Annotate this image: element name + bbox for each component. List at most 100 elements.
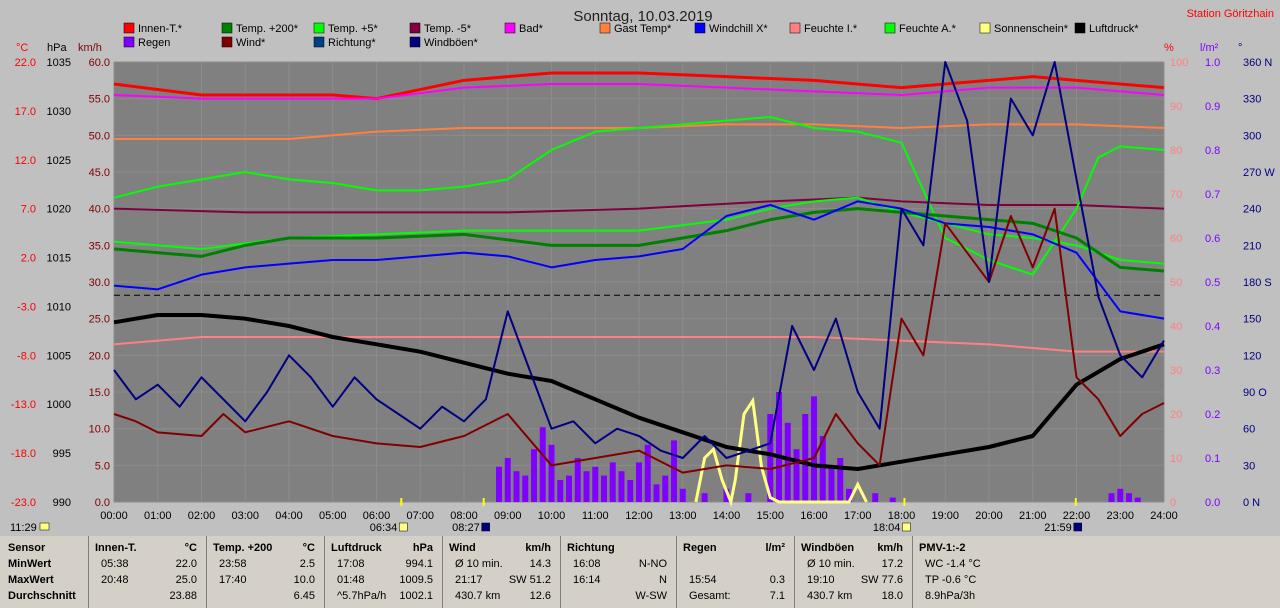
rain-tick-label: 0.5 bbox=[1205, 277, 1220, 289]
legend-swatch bbox=[409, 22, 421, 34]
stats-cell-value: 23.88 bbox=[169, 590, 197, 602]
humidity-unit-label: % bbox=[1164, 42, 1174, 54]
x-tick-label: 21:00 bbox=[1019, 510, 1047, 522]
stats-cell-value: SW 51.2 bbox=[508, 574, 551, 586]
series-line-temp-5 bbox=[113, 196, 1165, 214]
rain-bar bbox=[819, 436, 826, 502]
stats-cell-label: 430.7 km bbox=[455, 590, 501, 602]
x-tick-label: 20:00 bbox=[975, 510, 1003, 522]
stats-cell-value: 10.0 bbox=[293, 574, 315, 586]
humidity-tick-label: 10 bbox=[1170, 453, 1182, 465]
rain-bar bbox=[679, 488, 686, 502]
legend-label: Temp. +5* bbox=[328, 23, 379, 35]
rain-bar bbox=[636, 462, 642, 502]
x-tick-label: 22:00 bbox=[1063, 510, 1091, 522]
legend-label: Feuchte A.* bbox=[899, 23, 957, 35]
speed-tick-label: 15.0 bbox=[89, 387, 110, 399]
pressure-tick-label: 1020 bbox=[47, 204, 71, 216]
direction-tick-label: 210 bbox=[1243, 240, 1261, 252]
stats-cell-label: 430.7 km bbox=[807, 590, 853, 602]
rain-tick-label: 0.0 bbox=[1205, 497, 1220, 509]
station-name: Station Göritzhain bbox=[1187, 8, 1274, 20]
x-tick-label: 06:00 bbox=[363, 510, 391, 522]
humidity-tick-label: 0 bbox=[1170, 497, 1176, 509]
temp-unit-label: °C bbox=[16, 42, 28, 54]
legend-swatch bbox=[789, 22, 801, 34]
series-line-temp-200 bbox=[113, 207, 1165, 273]
rain-bar bbox=[784, 422, 791, 502]
x-tick-label: 02:00 bbox=[188, 510, 216, 522]
rain-bar bbox=[504, 458, 511, 502]
speed-tick-label: 55.0 bbox=[89, 94, 110, 106]
x-tick-label: 19:00 bbox=[931, 510, 959, 522]
rain-bar bbox=[531, 449, 537, 502]
rain-bar bbox=[745, 493, 752, 502]
stats-cell-label: 16:08 bbox=[573, 558, 601, 570]
rain-tick-label: 1.0 bbox=[1205, 57, 1220, 69]
chart-title: Sonntag, 10.03.2019 bbox=[573, 8, 712, 25]
temp-tick-label: 7.0 bbox=[21, 204, 36, 216]
pressure-tick-label: 990 bbox=[53, 497, 71, 509]
rain-bar bbox=[1134, 497, 1141, 502]
moonset-label: 21:59 bbox=[1044, 522, 1072, 534]
stats-cell-value: 17.2 bbox=[881, 558, 903, 570]
moonrise-icon bbox=[481, 522, 490, 532]
stats-column: Innen-T. °C 05:38 22.0 20:48 25.0 23.88 bbox=[88, 536, 207, 608]
row-label: MinWert bbox=[8, 558, 52, 570]
speed-tick-label: 5.0 bbox=[95, 460, 110, 472]
stats-column-title: Innen-T. bbox=[95, 542, 137, 554]
rain-tick-label: 0.4 bbox=[1205, 321, 1220, 333]
humidity-tick-label: 50 bbox=[1170, 277, 1182, 289]
temp-tick-label: 22.0 bbox=[15, 57, 36, 69]
rain-bar bbox=[592, 466, 599, 502]
rain-bar bbox=[802, 414, 809, 502]
stats-column-title: Luftdruck bbox=[331, 542, 382, 554]
stats-cell-value: 22.0 bbox=[175, 558, 197, 570]
stats-cell-label: 05:38 bbox=[101, 558, 129, 570]
direction-tick-label: 0 N bbox=[1243, 497, 1260, 509]
stats-cell-label: 01:48 bbox=[337, 574, 365, 586]
rain-bar bbox=[767, 414, 774, 502]
stats-column-unit: l/m² bbox=[765, 542, 785, 554]
stats-column-unit: hPa bbox=[412, 542, 433, 554]
series-line-windchill-x bbox=[113, 200, 1165, 320]
legend-swatch bbox=[123, 22, 135, 34]
legend-swatch bbox=[313, 36, 325, 48]
legend-label: Windböen* bbox=[424, 37, 479, 49]
legend-swatch bbox=[1074, 22, 1086, 34]
stats-cell-value: N-NO bbox=[638, 558, 667, 570]
rain-bar bbox=[513, 471, 520, 502]
legend-label: Feuchte I.* bbox=[804, 23, 858, 35]
direction-tick-label: 30 bbox=[1243, 460, 1255, 472]
stats-column-unit: °C bbox=[184, 542, 197, 554]
rain-bar bbox=[1108, 493, 1115, 502]
direction-tick-label: 150 bbox=[1243, 314, 1261, 326]
legend-label: Regen bbox=[138, 37, 170, 49]
x-tick-label: 05:00 bbox=[319, 510, 347, 522]
rain-bar bbox=[627, 480, 634, 502]
direction-tick-label: 360 N bbox=[1243, 57, 1272, 69]
direction-tick-label: 60 bbox=[1243, 424, 1255, 436]
rain-bar bbox=[662, 475, 669, 502]
rain-tick-label: 0.7 bbox=[1205, 189, 1220, 201]
rain-bar bbox=[811, 396, 817, 502]
temp-tick-label: -18.0 bbox=[11, 448, 36, 460]
sunset-label: 18:04 bbox=[873, 522, 901, 534]
rain-bar bbox=[872, 493, 879, 502]
stats-cell-label: Ø 10 min. bbox=[807, 558, 855, 570]
stats-cell-value: 1002.1 bbox=[399, 590, 433, 602]
stats-column-unit: km/h bbox=[525, 542, 551, 554]
moonrise-label: 08:27 bbox=[452, 522, 480, 534]
speed-tick-label: 45.0 bbox=[89, 167, 110, 179]
legend-label: Wind* bbox=[236, 37, 266, 49]
sunrise-label: 06:34 bbox=[370, 522, 398, 534]
rain-tick-label: 0.9 bbox=[1205, 101, 1220, 113]
rain-bar bbox=[496, 466, 502, 502]
stats-cell-label: 17:40 bbox=[219, 574, 247, 586]
humidity-tick-label: 80 bbox=[1170, 145, 1182, 157]
x-tick-label: 01:00 bbox=[144, 510, 172, 522]
stats-cell-value: 25.0 bbox=[175, 574, 197, 586]
pressure-tick-label: 1030 bbox=[47, 106, 71, 118]
stats-cell-label: Ø 10 min. bbox=[455, 558, 503, 570]
rain-bar bbox=[723, 488, 730, 502]
